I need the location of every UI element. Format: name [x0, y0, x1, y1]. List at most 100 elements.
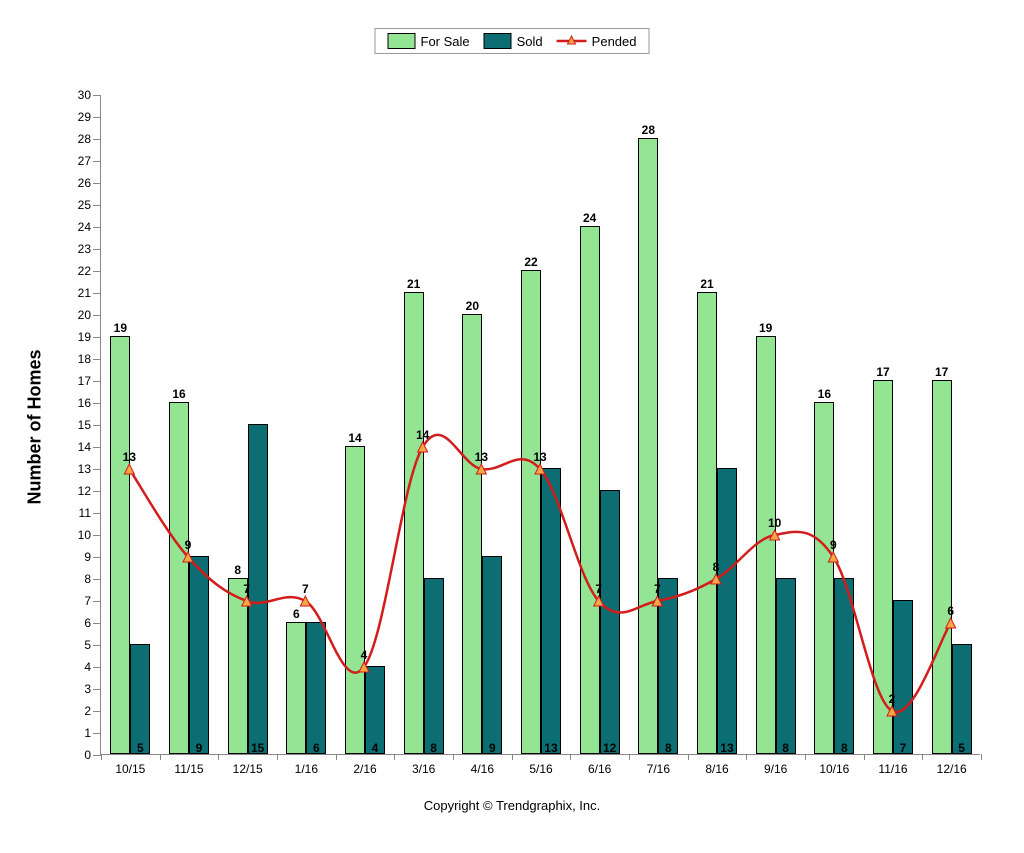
y-tick-label: 0 — [84, 748, 91, 762]
y-tick-label: 28 — [78, 132, 91, 146]
bar-sold — [306, 622, 326, 754]
legend: For Sale Sold Pended — [375, 28, 650, 54]
bar-label-sold: 7 — [900, 741, 907, 755]
y-tick-label: 11 — [79, 506, 91, 520]
bar-label-sold: 9 — [196, 741, 203, 755]
legend-swatch-sold — [484, 33, 512, 49]
x-tick-label: 10/16 — [819, 762, 849, 776]
legend-label-sold: Sold — [517, 34, 543, 49]
bar-label-for-sale: 20 — [466, 299, 479, 313]
bar-label-for-sale: 21 — [700, 277, 713, 291]
y-tick-label: 7 — [84, 594, 91, 608]
bar-for-sale — [873, 380, 893, 754]
x-tick-label: 5/16 — [529, 762, 552, 776]
y-tick-label: 9 — [84, 550, 91, 564]
bar-for-sale — [638, 138, 658, 754]
bar-label-sold: 13 — [544, 741, 557, 755]
bar-for-sale — [697, 292, 717, 754]
bar-label-for-sale: 16 — [818, 387, 831, 401]
bar-label-sold: 8 — [782, 741, 789, 755]
bar-label-for-sale: 16 — [172, 387, 185, 401]
bar-sold — [482, 556, 502, 754]
y-tick-label: 18 — [78, 352, 91, 366]
y-tick-label: 19 — [78, 330, 91, 344]
bar-label-for-sale: 24 — [583, 211, 596, 225]
bar-for-sale — [462, 314, 482, 754]
bar-label-for-sale: 14 — [348, 431, 361, 445]
plot-region: 0123456789101112131415161718192021222324… — [100, 95, 980, 755]
bar-for-sale — [345, 446, 365, 754]
bar-label-sold: 5 — [137, 741, 144, 755]
bar-sold — [776, 578, 796, 754]
y-tick-label: 13 — [78, 462, 91, 476]
y-tick-label: 22 — [78, 264, 91, 278]
bar-for-sale — [228, 578, 248, 754]
y-axis-label: Number of Homes — [25, 349, 46, 504]
bar-for-sale — [404, 292, 424, 754]
legend-swatch-for-sale — [388, 33, 416, 49]
bar-label-for-sale: 17 — [935, 365, 948, 379]
bar-for-sale — [814, 402, 834, 754]
bar-label-for-sale: 6 — [293, 607, 300, 621]
y-tick-label: 12 — [78, 484, 91, 498]
bar-sold — [600, 490, 620, 754]
legend-item-for-sale: For Sale — [388, 33, 470, 49]
x-tick-label: 9/16 — [764, 762, 787, 776]
copyright-text: Copyright © Trendgraphix, Inc. — [424, 798, 601, 813]
y-tick-label: 23 — [78, 242, 91, 256]
y-tick-label: 2 — [84, 704, 91, 718]
y-tick-label: 5 — [84, 638, 91, 652]
x-tick-label: 1/16 — [295, 762, 318, 776]
bar-for-sale — [286, 622, 306, 754]
y-tick-label: 8 — [84, 572, 91, 586]
bar-sold — [952, 644, 972, 754]
y-tick-label: 14 — [78, 440, 91, 454]
x-tick-label: 3/16 — [412, 762, 435, 776]
bar-label-for-sale: 19 — [114, 321, 127, 335]
bar-label-sold: 5 — [958, 741, 965, 755]
bar-label-sold: 6 — [313, 741, 320, 755]
y-tick-label: 21 — [78, 286, 91, 300]
legend-item-sold: Sold — [484, 33, 543, 49]
y-tick-label: 29 — [78, 110, 91, 124]
y-tick-label: 10 — [78, 528, 91, 542]
y-tick-label: 4 — [84, 660, 91, 674]
y-tick-label: 25 — [78, 198, 91, 212]
bar-label-for-sale: 21 — [407, 277, 420, 291]
x-tick-label: 2/16 — [353, 762, 376, 776]
bar-label-sold: 8 — [665, 741, 672, 755]
bar-label-for-sale: 17 — [876, 365, 889, 379]
bar-sold — [658, 578, 678, 754]
bar-for-sale — [110, 336, 130, 754]
y-tick-label: 15 — [78, 418, 91, 432]
x-tick-label: 11/16 — [878, 762, 907, 776]
bar-sold — [893, 600, 913, 754]
legend-label-for-sale: For Sale — [421, 34, 470, 49]
bar-for-sale — [932, 380, 952, 754]
x-tick-label: 10/15 — [115, 762, 145, 776]
x-tick-label: 8/16 — [705, 762, 728, 776]
bar-label-sold: 12 — [603, 741, 616, 755]
chart-area: 0123456789101112131415161718192021222324… — [100, 95, 980, 755]
x-tick-label: 7/16 — [647, 762, 670, 776]
legend-label-pended: Pended — [592, 34, 637, 49]
bar-label-for-sale: 22 — [524, 255, 537, 269]
bar-sold — [834, 578, 854, 754]
x-tick-label: 12/16 — [937, 762, 967, 776]
bar-for-sale — [169, 402, 189, 754]
bar-sold — [541, 468, 561, 754]
bar-for-sale — [521, 270, 541, 754]
bar-sold — [424, 578, 444, 754]
bar-sold — [189, 556, 209, 754]
bar-label-sold: 15 — [251, 741, 264, 755]
bar-label-for-sale: 8 — [234, 563, 241, 577]
legend-swatch-pended — [557, 34, 587, 48]
bar-sold — [717, 468, 737, 754]
y-tick-label: 24 — [78, 220, 91, 234]
y-tick-label: 16 — [78, 396, 91, 410]
bar-sold — [130, 644, 150, 754]
bar-label-sold: 9 — [489, 741, 496, 755]
chart-container: For Sale Sold Pended Number of Homes 0 12… — [0, 0, 1024, 853]
bar-label-for-sale: 28 — [642, 123, 655, 137]
y-tick-label: 20 — [78, 308, 91, 322]
